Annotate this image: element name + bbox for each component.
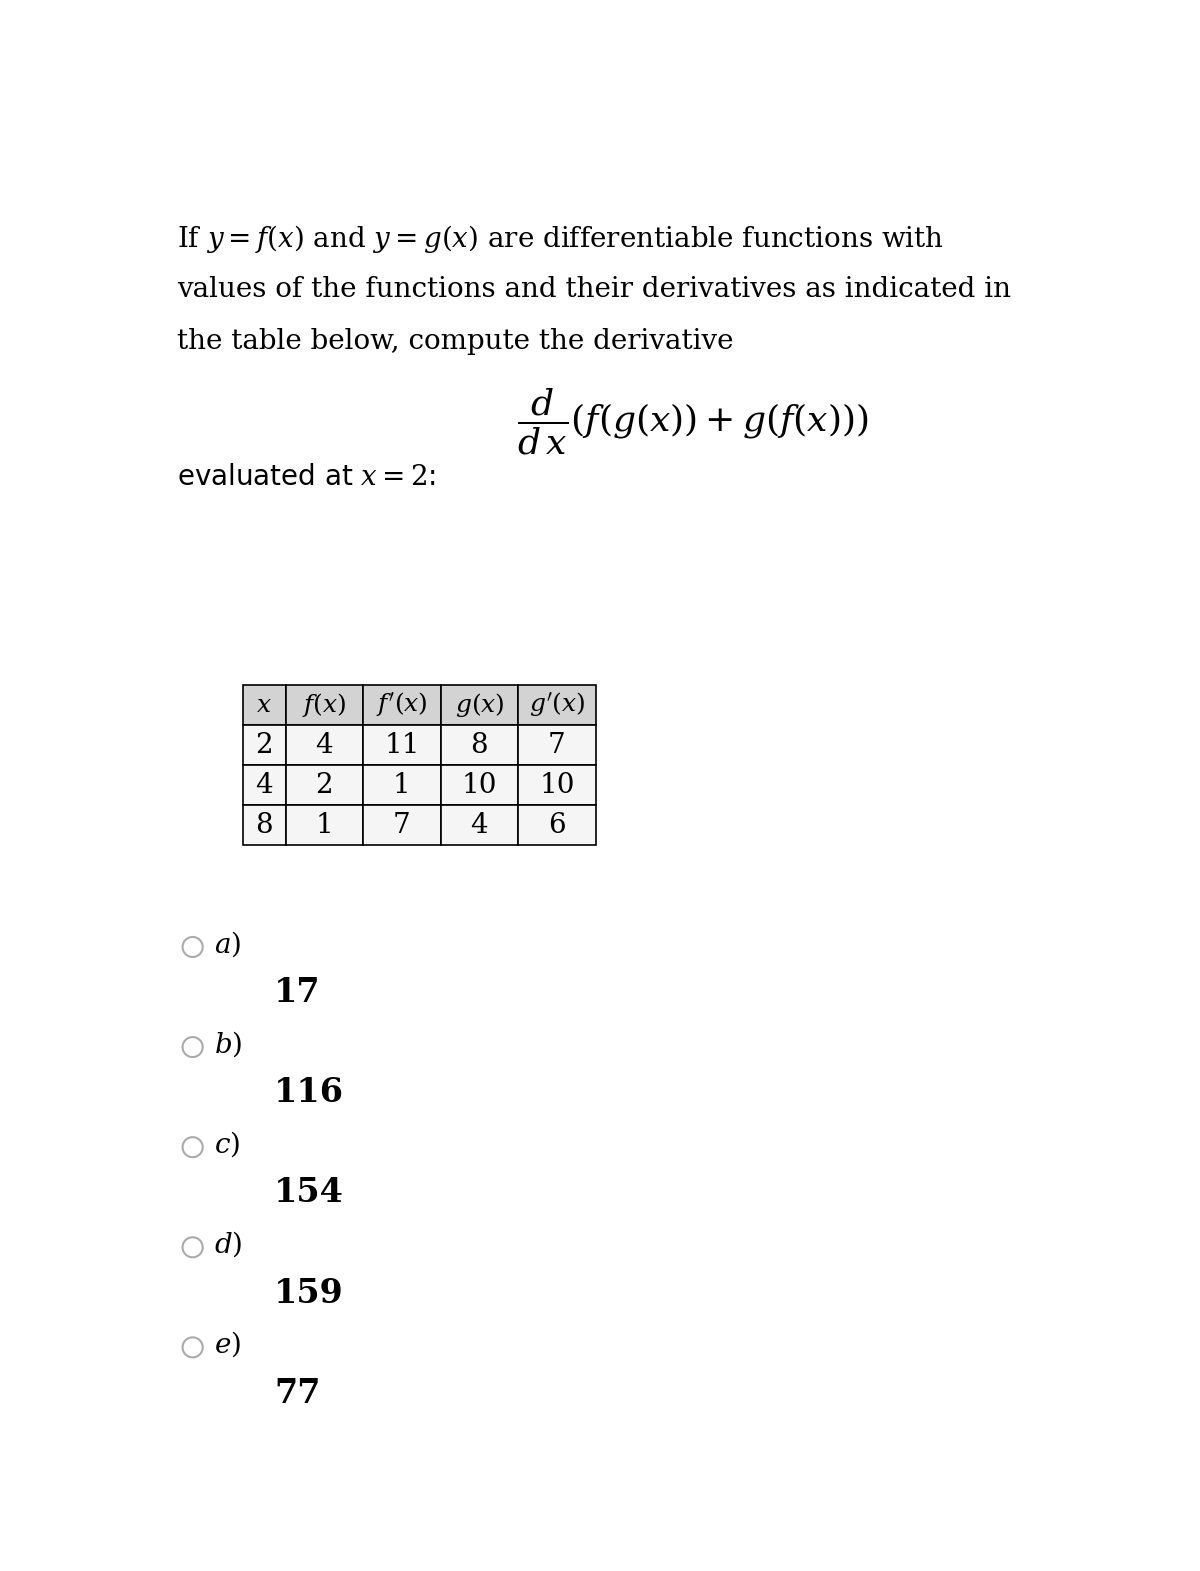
Text: 8: 8: [256, 812, 274, 839]
Text: 10: 10: [462, 771, 497, 798]
Text: $f(x)$: $f(x)$: [302, 691, 347, 720]
Bar: [518, 806, 595, 845]
Bar: [286, 765, 364, 806]
Text: If $y = f(x)$ and $y = g(x)$ are differentiable functions with: If $y = f(x)$ and $y = g(x)$ are differe…: [178, 223, 944, 255]
Bar: [440, 765, 518, 806]
Text: $g'(x)$: $g'(x)$: [529, 691, 584, 720]
Text: $f'(x)$: $f'(x)$: [376, 691, 427, 720]
Text: 1: 1: [394, 771, 410, 798]
Text: 10: 10: [539, 771, 575, 798]
Bar: [364, 726, 440, 765]
Text: 77: 77: [274, 1376, 320, 1409]
Bar: [518, 685, 595, 726]
Text: 4: 4: [316, 732, 334, 759]
Bar: [440, 726, 518, 765]
Bar: [364, 806, 440, 845]
Text: 7: 7: [548, 732, 565, 759]
Text: 2: 2: [316, 771, 334, 798]
Text: $d)$: $d)$: [214, 1230, 242, 1258]
Text: 116: 116: [274, 1076, 344, 1109]
Text: evaluated at $x = 2$:: evaluated at $x = 2$:: [178, 463, 437, 492]
Bar: [242, 685, 286, 726]
Text: 4: 4: [470, 812, 488, 839]
Text: $a)$: $a)$: [214, 928, 241, 958]
Text: 2: 2: [256, 732, 274, 759]
Bar: [286, 726, 364, 765]
Bar: [364, 765, 440, 806]
Bar: [440, 685, 518, 726]
Text: 8: 8: [470, 732, 488, 759]
Bar: [440, 806, 518, 845]
Text: 6: 6: [548, 812, 565, 839]
Text: values of the functions and their derivatives as indicated in: values of the functions and their deriva…: [178, 275, 1012, 303]
Text: $\dfrac{d}{d\,x}(f(g(x)) + g(f(x)))$: $\dfrac{d}{d\,x}(f(g(x)) + g(f(x)))$: [517, 386, 869, 457]
Text: $x$: $x$: [257, 693, 272, 718]
Text: $b)$: $b)$: [214, 1029, 242, 1059]
Bar: [518, 726, 595, 765]
Bar: [242, 806, 286, 845]
Bar: [242, 726, 286, 765]
Text: the table below, compute the derivative: the table below, compute the derivative: [178, 328, 733, 355]
Text: $e)$: $e)$: [214, 1329, 240, 1359]
Text: $c)$: $c)$: [214, 1130, 240, 1159]
Bar: [518, 765, 595, 806]
Text: 4: 4: [256, 771, 274, 798]
Bar: [286, 806, 364, 845]
Bar: [242, 765, 286, 806]
Bar: [286, 685, 364, 726]
Text: 11: 11: [384, 732, 420, 759]
Text: 1: 1: [316, 812, 334, 839]
Text: $g(x)$: $g(x)$: [455, 691, 504, 720]
Text: 159: 159: [274, 1277, 343, 1310]
Text: 7: 7: [394, 812, 410, 839]
Text: 17: 17: [274, 976, 320, 1009]
Bar: [364, 685, 440, 726]
Text: 154: 154: [274, 1177, 344, 1210]
